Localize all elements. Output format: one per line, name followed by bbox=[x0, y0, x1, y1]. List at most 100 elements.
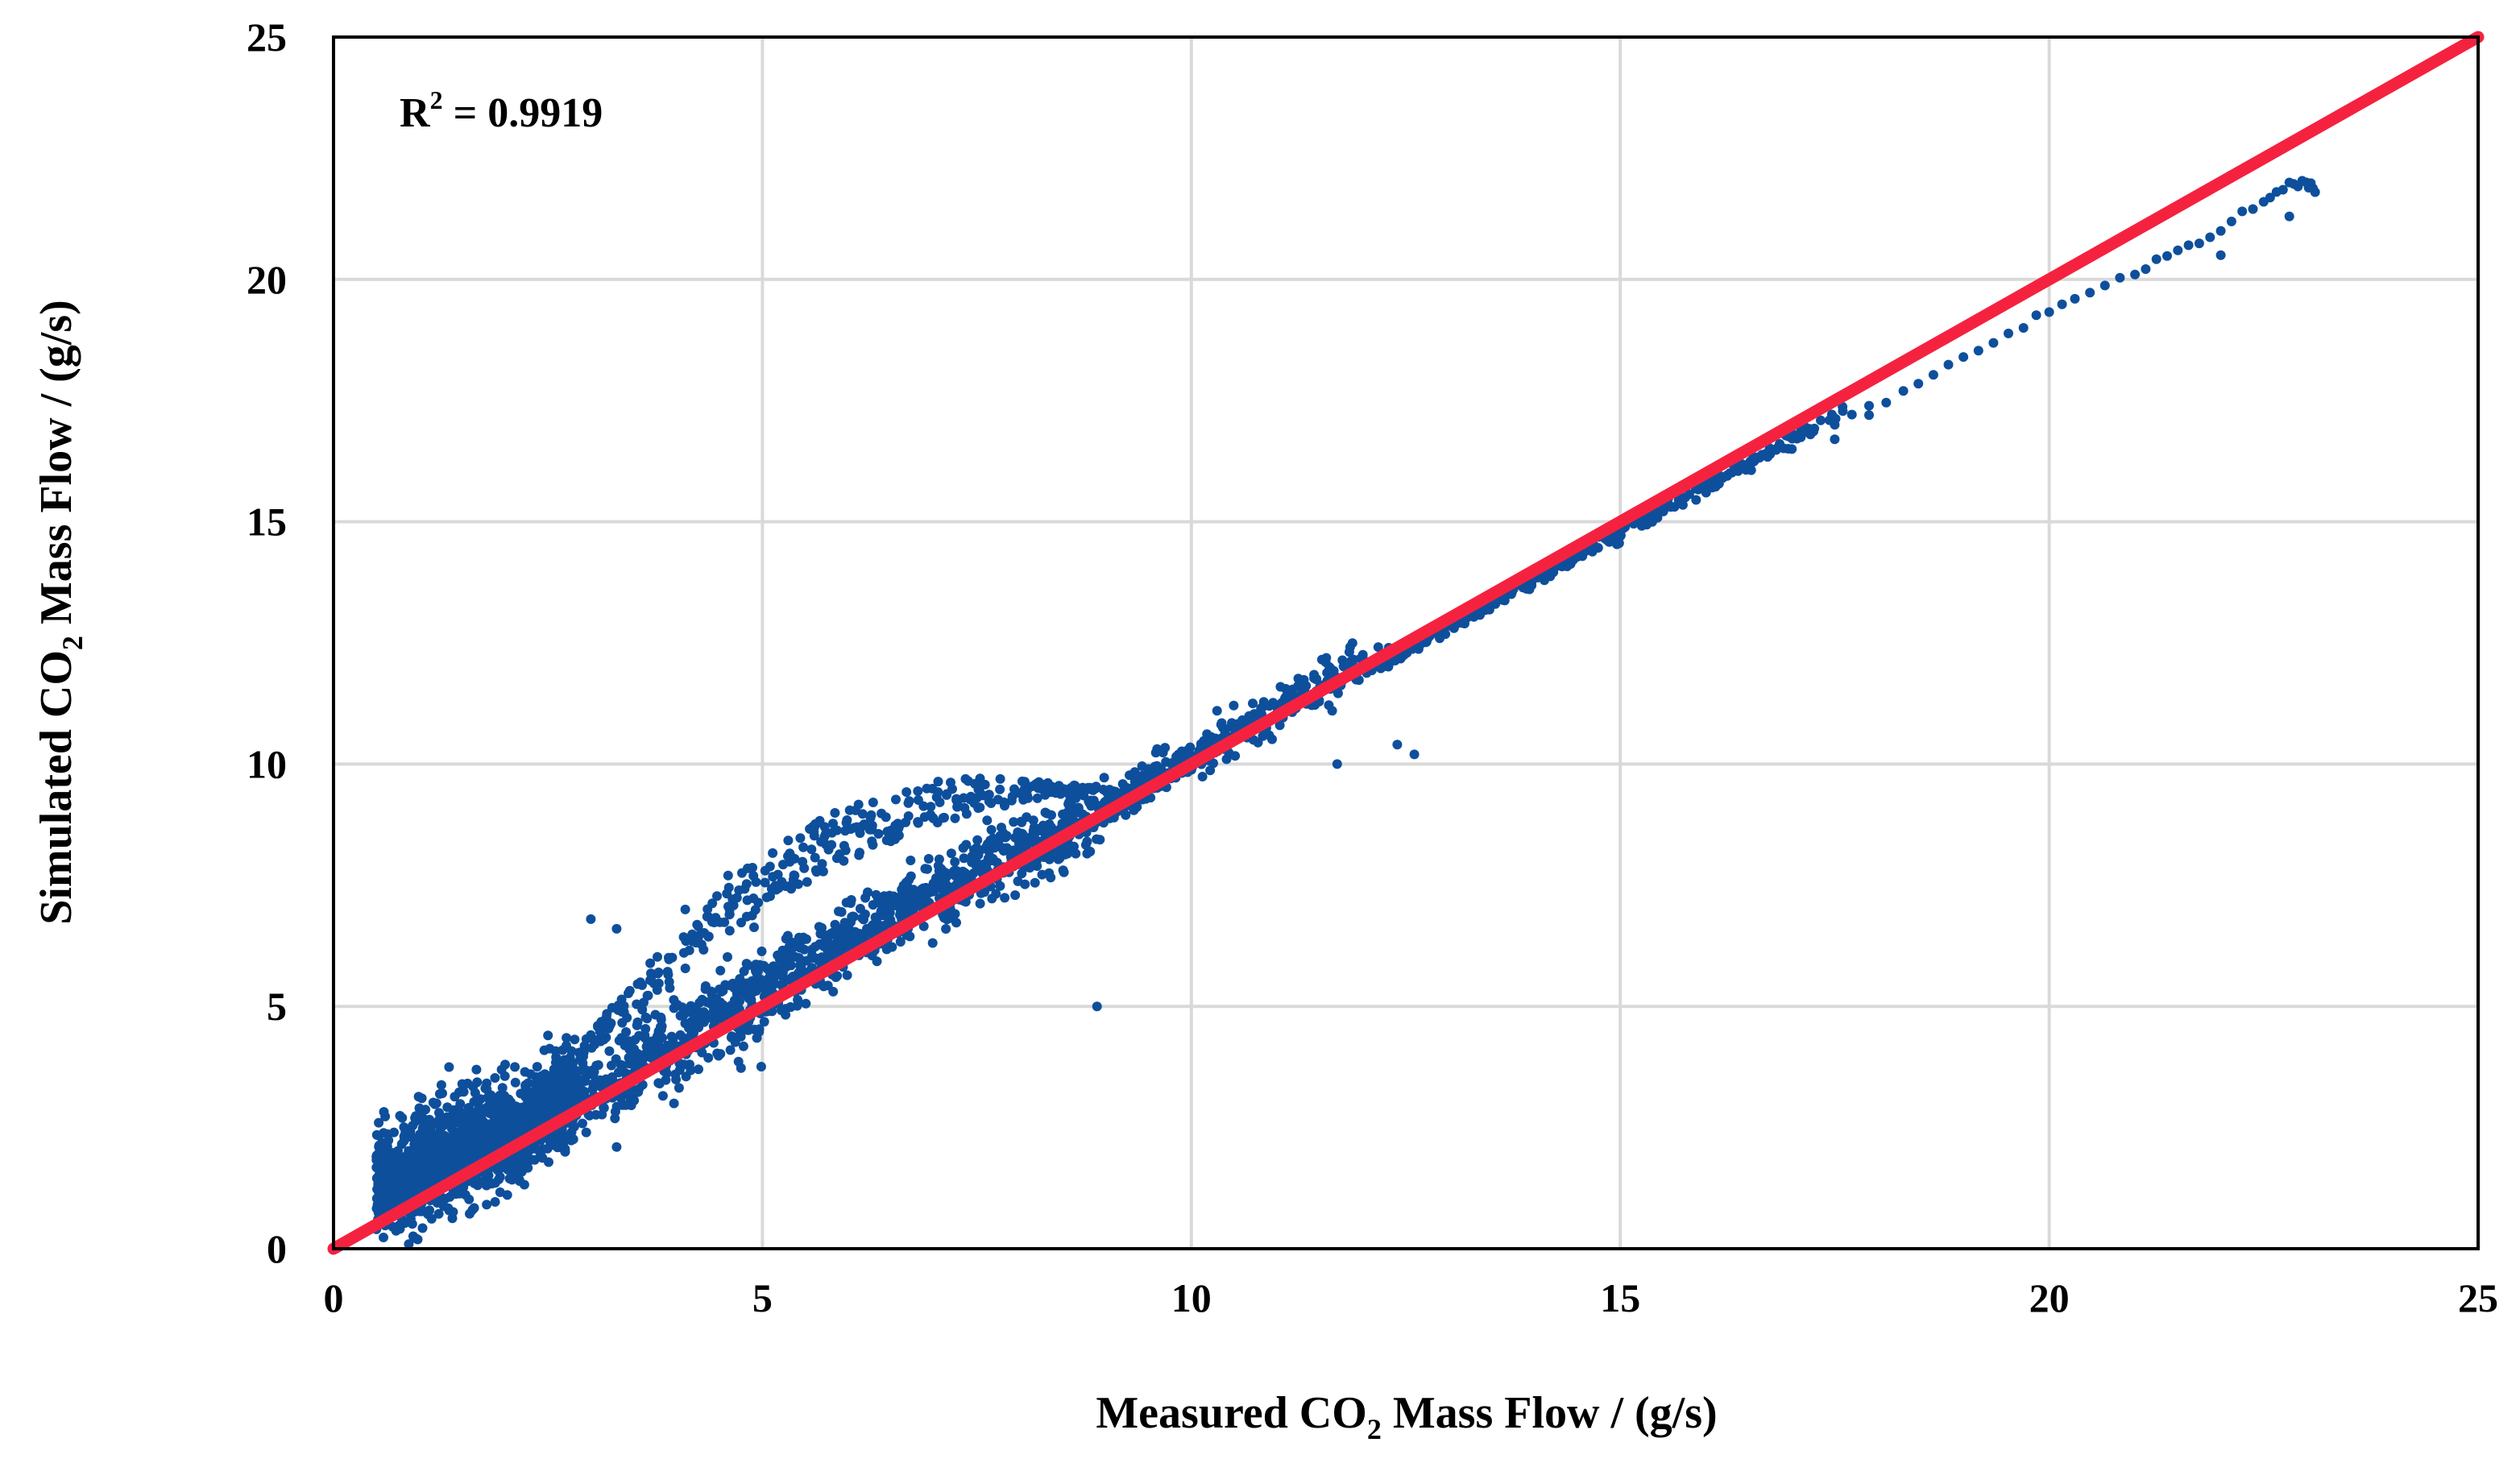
scatter-point bbox=[604, 1046, 615, 1056]
scatter-point bbox=[882, 827, 893, 837]
scatter-point bbox=[941, 924, 951, 934]
scatter-point bbox=[544, 1157, 553, 1167]
scatter-point bbox=[895, 902, 906, 913]
scatter-point bbox=[988, 853, 998, 864]
scatter-point bbox=[1080, 839, 1091, 850]
scatter-point bbox=[1230, 751, 1241, 761]
r-squared-superscript: 2 bbox=[430, 85, 443, 114]
scatter-point bbox=[781, 1009, 791, 1020]
scatter-point bbox=[869, 919, 880, 929]
scatter-point bbox=[895, 937, 906, 947]
scatter-point bbox=[971, 850, 981, 860]
scatter-point bbox=[752, 985, 761, 996]
scatter-point bbox=[959, 853, 969, 864]
scatter-point bbox=[425, 1205, 435, 1216]
scatter-point bbox=[681, 936, 691, 947]
scatter-point bbox=[1693, 484, 1703, 495]
scatter-point bbox=[1958, 352, 1969, 363]
scatter-points bbox=[329, 176, 2320, 1254]
scatter-point bbox=[643, 1038, 653, 1048]
scatter-point bbox=[529, 1154, 540, 1165]
outlier-point bbox=[1092, 1001, 1102, 1012]
scatter-point bbox=[786, 884, 797, 894]
scatter-point bbox=[621, 1027, 632, 1037]
scatter-point bbox=[419, 1178, 429, 1188]
scatter-point bbox=[469, 1203, 479, 1213]
scatter-point bbox=[528, 1087, 539, 1097]
scatter-point bbox=[407, 1219, 417, 1229]
scatter-point bbox=[885, 836, 896, 847]
scatter-point bbox=[487, 1128, 498, 1138]
scatter-point bbox=[1008, 847, 1018, 857]
scatter-point bbox=[435, 1113, 446, 1123]
scatter-point bbox=[721, 1010, 732, 1020]
scatter-point bbox=[497, 1163, 508, 1173]
scatter-point bbox=[632, 979, 643, 989]
scatter-point bbox=[471, 1064, 482, 1075]
scatter-point bbox=[597, 1109, 607, 1120]
scatter-point bbox=[1684, 489, 1694, 499]
scatter-point bbox=[715, 984, 724, 994]
y-axis-title-subscript: 2 bbox=[56, 636, 89, 650]
y-tick-label: 5 bbox=[267, 984, 287, 1029]
scatter-point bbox=[632, 1053, 642, 1063]
scatter-point bbox=[840, 826, 851, 836]
scatter-point bbox=[723, 951, 732, 962]
scatter-point bbox=[1449, 623, 1459, 633]
scatter-point bbox=[702, 997, 712, 1007]
scatter-point bbox=[1898, 386, 1909, 396]
scatter-point bbox=[371, 1151, 382, 1162]
y-tick-label: 20 bbox=[247, 257, 287, 302]
scatter-point bbox=[414, 1103, 425, 1113]
scatter-point bbox=[1375, 663, 1386, 674]
scatter-point bbox=[497, 1083, 508, 1093]
scatter-point bbox=[379, 1142, 390, 1152]
scatter-point bbox=[1722, 470, 1732, 481]
scatter-point bbox=[787, 972, 798, 982]
scatter-point bbox=[584, 1110, 595, 1121]
scatter-point bbox=[741, 879, 752, 889]
scatter-point bbox=[391, 1225, 401, 1236]
scatter-point bbox=[787, 943, 798, 953]
scatter-point bbox=[706, 986, 716, 997]
scatter-point bbox=[946, 777, 955, 788]
scatter-point bbox=[450, 1092, 460, 1102]
scatter-point bbox=[830, 808, 840, 818]
scatter-point bbox=[379, 1233, 388, 1242]
scatter-point bbox=[913, 817, 923, 827]
scatter-point bbox=[847, 912, 857, 922]
scatter-point bbox=[570, 1034, 580, 1045]
scatter-point bbox=[759, 1017, 769, 1027]
scatter-point bbox=[411, 1111, 421, 1121]
scatter-point bbox=[528, 1143, 539, 1154]
scatter-point bbox=[669, 1098, 679, 1109]
scatter-point bbox=[866, 810, 877, 820]
scatter-point bbox=[516, 1102, 527, 1113]
scatter-point bbox=[1390, 656, 1400, 665]
scatter-point bbox=[662, 967, 673, 977]
scatter-point bbox=[617, 1060, 628, 1071]
scatter-point bbox=[429, 1135, 440, 1146]
scatter-point bbox=[445, 1146, 455, 1157]
scatter-point bbox=[678, 947, 689, 958]
scatter-point bbox=[723, 882, 734, 893]
x-axis-title-subscript: 2 bbox=[1367, 1413, 1382, 1445]
scatter-point bbox=[736, 984, 745, 994]
scatter-point bbox=[1838, 406, 1848, 417]
scatter-point bbox=[736, 1063, 746, 1073]
scatter-point bbox=[756, 976, 767, 987]
scatter-point bbox=[1025, 863, 1035, 873]
scatter-point bbox=[440, 1194, 450, 1204]
scatter-point bbox=[1206, 732, 1216, 742]
scatter-point bbox=[908, 902, 918, 913]
scatter-point bbox=[842, 815, 852, 825]
scatter-point bbox=[611, 1101, 622, 1112]
scatter-point bbox=[543, 1030, 553, 1041]
scatter-point bbox=[504, 1094, 514, 1105]
scatter-point bbox=[844, 805, 855, 815]
scatter-point bbox=[646, 968, 656, 979]
scatter-point bbox=[732, 893, 742, 903]
outlier-point bbox=[611, 1142, 622, 1152]
scatter-point bbox=[697, 1047, 707, 1058]
scatter-point bbox=[1150, 748, 1161, 758]
